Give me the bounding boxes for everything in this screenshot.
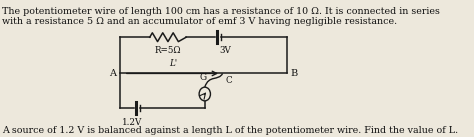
Text: C: C — [226, 76, 233, 85]
Text: 1.2V: 1.2V — [122, 119, 142, 128]
Text: R=5Ω: R=5Ω — [155, 46, 181, 55]
Text: 3V: 3V — [219, 46, 231, 55]
Circle shape — [199, 87, 210, 101]
Text: The potentiometer wire of length 100 cm has a resistance of 10 Ω. It is connecte: The potentiometer wire of length 100 cm … — [1, 7, 439, 16]
Text: L': L' — [169, 59, 177, 68]
Text: G: G — [200, 73, 207, 82]
Text: A: A — [109, 69, 116, 78]
Text: with a resistance 5 Ω and an accumulator of emf 3 V having negligible resistance: with a resistance 5 Ω and an accumulator… — [1, 17, 397, 26]
Text: B: B — [291, 69, 298, 78]
Text: A source of 1.2 V is balanced against a length L of the potentiometer wire. Find: A source of 1.2 V is balanced against a … — [1, 126, 458, 135]
